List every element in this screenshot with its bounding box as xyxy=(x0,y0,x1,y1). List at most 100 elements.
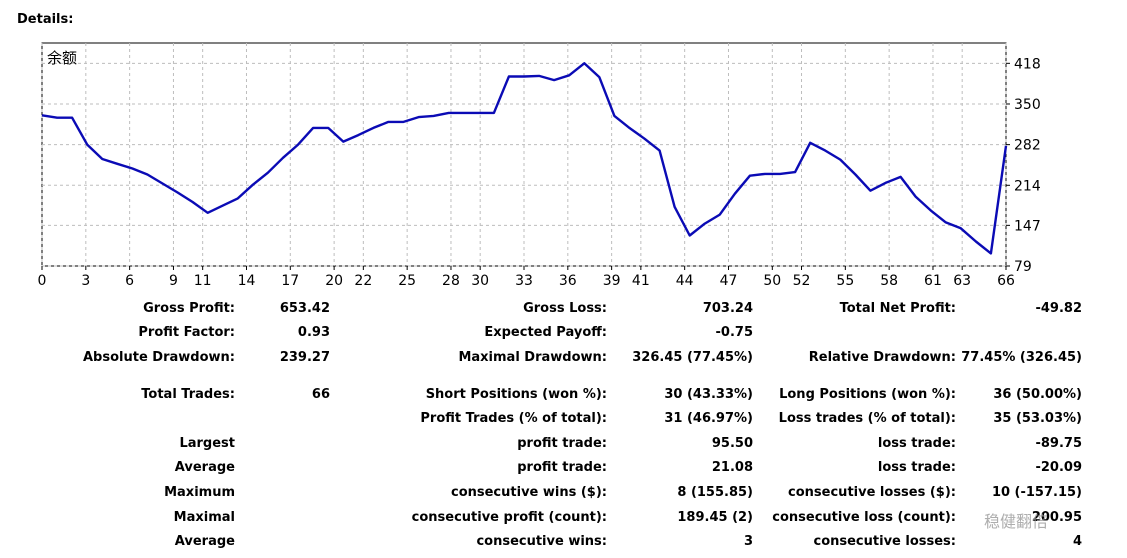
profit-trades-label: Profit Trades (% of total): xyxy=(420,411,607,427)
average-consecutive-losses-label: consecutive losses: xyxy=(813,534,956,550)
max-consecutive-losses-value: 10 (-157.15) xyxy=(991,484,1082,500)
details-heading: Details: xyxy=(17,12,74,27)
profit-factor-value: 0.93 xyxy=(297,325,330,341)
x-tick-label: 28 xyxy=(442,273,460,289)
average-consecutive-wins-label: consecutive wins: xyxy=(476,534,607,550)
x-tick-label: 14 xyxy=(238,273,256,289)
relative-drawdown-label: Relative Drawdown: xyxy=(808,349,956,365)
x-tick-label: 44 xyxy=(676,273,694,289)
absolute-drawdown-value: 239.27 xyxy=(279,349,330,365)
total-net-profit-label: Total Net Profit: xyxy=(839,300,956,316)
x-axis: 0 3 6 9 11 14 17 20 22 25 28 30 33 36 39 41 44 47 50 52 55 58… xyxy=(38,266,1015,289)
y-tick-label: 418 xyxy=(1014,56,1041,72)
long-positions-label: Long Positions (won %): xyxy=(779,386,956,402)
long-positions-value: 36 (50.00%) xyxy=(993,386,1082,402)
y-tick-label: 350 xyxy=(1014,97,1041,113)
x-tick-label: 25 xyxy=(398,273,416,289)
absolute-drawdown-label: Absolute Drawdown: xyxy=(83,349,235,365)
average-label: Average xyxy=(174,460,235,476)
empty-cell xyxy=(956,321,1082,346)
average-loss-value: -20.09 xyxy=(1035,460,1082,476)
x-tick-label: 47 xyxy=(720,273,738,289)
empty-cell xyxy=(235,456,330,481)
y-tick-label: 147 xyxy=(1014,218,1041,234)
profit-factor-label: Profit Factor: xyxy=(138,325,235,341)
total-trades-label: Total Trades: xyxy=(141,386,235,402)
stats-row: Maximal consecutive profit (count): 189.… xyxy=(0,505,1082,530)
balance-line xyxy=(41,62,1008,255)
maximum-label: Maximum xyxy=(164,484,235,500)
stats-row: Average profit trade: 21.08 loss trade: … xyxy=(0,456,1082,481)
y-tick-label: 282 xyxy=(1014,138,1041,154)
x-tick-label: 11 xyxy=(194,273,212,289)
stats-row: Absolute Drawdown: 239.27 Maximal Drawdo… xyxy=(0,345,1082,370)
maximal-consecutive-loss-value: 200.95 xyxy=(1031,509,1082,525)
empty-cell xyxy=(753,321,956,346)
stats-row: Gross Profit: 653.42 Gross Loss: 703.24 … xyxy=(0,296,1082,321)
empty-cell xyxy=(235,529,330,554)
average-consecutive-label: Average xyxy=(174,534,235,550)
stats-row: Maximum consecutive wins ($): 8 (155.85)… xyxy=(0,480,1082,505)
x-tick-label: 30 xyxy=(471,273,489,289)
largest-loss-label: loss trade: xyxy=(877,435,956,451)
total-net-profit-value: -49.82 xyxy=(1035,300,1082,316)
maximal-consecutive-profit-value: 189.45 (2) xyxy=(677,509,753,525)
x-tick-label: 61 xyxy=(924,273,942,289)
x-tick-label: 41 xyxy=(632,273,650,289)
average-loss-label: loss trade: xyxy=(877,460,956,476)
x-tick-label: 66 xyxy=(997,273,1015,289)
max-consecutive-losses-label: consecutive losses ($): xyxy=(788,484,956,500)
x-tick-label: 58 xyxy=(880,273,898,289)
largest-loss-value: -89.75 xyxy=(1035,435,1082,451)
loss-trades-label: Loss trades (% of total): xyxy=(778,411,956,427)
short-positions-label: Short Positions (won %): xyxy=(425,386,607,402)
maximal-drawdown-value: 326.45 (77.45%) xyxy=(632,349,753,365)
series-layer xyxy=(41,62,1008,255)
x-tick-label: 63 xyxy=(953,273,971,289)
empty-cell xyxy=(0,406,235,431)
row-spacer xyxy=(0,370,1082,382)
gross-profit-label: Gross Profit: xyxy=(143,300,235,316)
empty-cell xyxy=(235,406,330,431)
balance-chart: 0 3 6 9 11 14 17 20 22 25 28 30 33 36 39 41 44 47 50 52 55 58… xyxy=(38,42,1041,289)
x-tick-label: 3 xyxy=(81,273,90,289)
average-profit-value: 21.08 xyxy=(711,460,753,476)
maximal-drawdown-label: Maximal Drawdown: xyxy=(458,349,607,365)
x-tick-label: 36 xyxy=(559,273,577,289)
x-tick-label: 9 xyxy=(169,273,178,289)
gross-loss-value: 703.24 xyxy=(702,300,753,316)
maximal-label: Maximal xyxy=(173,509,235,525)
short-positions-value: 30 (43.33%) xyxy=(664,386,753,402)
y-axis: 79 147 214 282 350 418 xyxy=(1006,56,1041,275)
x-tick-label: 20 xyxy=(325,273,343,289)
average-consecutive-wins-value: 3 xyxy=(743,534,753,550)
largest-label: Largest xyxy=(179,435,235,451)
largest-profit-value: 95.50 xyxy=(711,435,753,451)
x-tick-label: 50 xyxy=(763,273,781,289)
maximal-consecutive-loss-label: consecutive loss (count): xyxy=(772,509,956,525)
largest-profit-label: profit trade: xyxy=(517,435,607,451)
empty-cell xyxy=(235,431,330,456)
stats-row: Profit Factor: 0.93 Expected Payoff: -0.… xyxy=(0,321,1082,346)
average-profit-label: profit trade: xyxy=(517,460,607,476)
gross-profit-value: 653.42 xyxy=(279,300,330,316)
expected-payoff-value: -0.75 xyxy=(715,325,753,341)
y-tick-label: 79 xyxy=(1014,259,1032,275)
max-consecutive-wins-value: 8 (155.85) xyxy=(677,484,753,500)
stats-row: Average consecutive wins: 3 consecutive … xyxy=(0,529,1082,554)
empty-cell xyxy=(235,505,330,530)
expected-payoff-label: Expected Payoff: xyxy=(484,325,607,341)
empty-cell xyxy=(235,480,330,505)
stats-table: Gross Profit: 653.42 Gross Loss: 703.24 … xyxy=(0,296,1082,554)
x-tick-label: 55 xyxy=(836,273,854,289)
maximal-consecutive-profit-label: consecutive profit (count): xyxy=(411,509,607,525)
max-consecutive-wins-label: consecutive wins ($): xyxy=(450,484,607,500)
grid-lines xyxy=(41,43,1007,267)
x-tick-label: 33 xyxy=(515,273,533,289)
y-tick-label: 214 xyxy=(1014,178,1041,194)
x-tick-label: 6 xyxy=(125,273,134,289)
x-tick-label: 22 xyxy=(354,273,372,289)
stats-row: Total Trades: 66 Short Positions (won %)… xyxy=(0,382,1082,407)
series-name-label: 余额 xyxy=(47,49,77,67)
profit-trades-value: 31 (46.97%) xyxy=(664,411,753,427)
